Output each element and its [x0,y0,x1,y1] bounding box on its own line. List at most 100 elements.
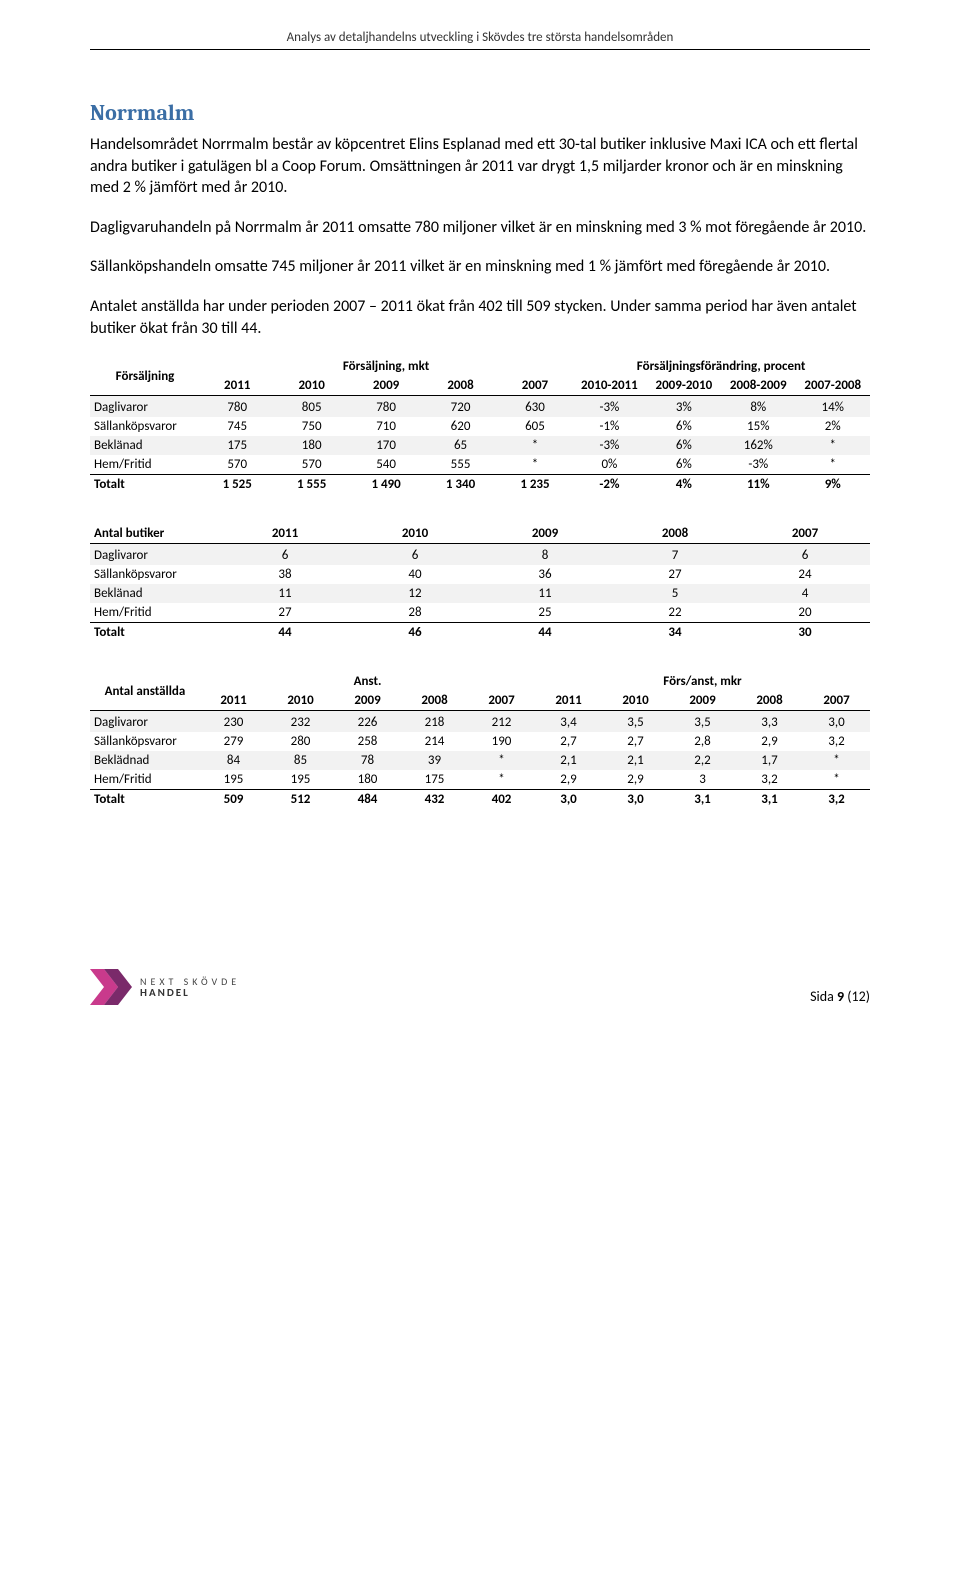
cell: 218 [401,711,468,733]
table-row: Beklänad17518017065*-3%6%162%* [90,436,870,455]
cell: 15% [721,417,795,436]
table-sales: Försäljning Försäljning, mkt Försäljning… [90,357,870,494]
cell: Daglivaror [90,544,220,566]
cell: 570 [200,455,274,475]
cell: * [803,751,870,770]
cell: 214 [401,732,468,751]
cell: 2,2 [669,751,736,770]
cell: * [468,770,535,790]
table-row: Daglivaror66876 [90,544,870,566]
cell: -3% [572,436,646,455]
cell: 38 [220,565,350,584]
table-row: Beklädnad84857839*2,12,12,21,7* [90,751,870,770]
t1-y4: 2007 [498,376,572,396]
cell: * [468,751,535,770]
cell: 720 [423,396,497,418]
cell: 11 [220,584,350,603]
cell: 78 [334,751,401,770]
cell: 3,0 [803,711,870,733]
cell: 232 [267,711,334,733]
paragraph-1: Handelsområdet Norrmalm består av köpcen… [90,134,870,199]
cell: 65 [423,436,497,455]
footer-logo: NEXT SKÖVDE HANDEL [90,969,240,1005]
cell: Daglivaror [90,396,200,418]
cell: 4 [740,584,870,603]
cell: 570 [274,455,348,475]
cell: Sällanköpsvaror [90,732,200,751]
cell: 2,8 [669,732,736,751]
cell: 3,5 [669,711,736,733]
cell: 27 [610,565,740,584]
table-stores: Antal butiker 2011 2010 2009 2008 2007 D… [90,524,870,642]
cell: 6% [647,436,721,455]
cell: 2,9 [602,770,669,790]
t3-total: Totalt 509512484432402 3,03,03,13,13,2 [90,790,870,810]
cell: 2% [796,417,871,436]
cell: 6% [647,417,721,436]
cell: Hem/Fritid [90,770,200,790]
paragraph-4: Antalet anställda har under perioden 200… [90,296,870,339]
cell: Beklänad [90,584,220,603]
t1-y3: 2008 [423,376,497,396]
page-number: Sida 9 (12) [810,988,870,1005]
cell: Hem/Fritid [90,455,200,475]
cell: 175 [401,770,468,790]
table-row: Beklänad11121154 [90,584,870,603]
cell: 710 [349,417,423,436]
t1-total: Totalt 1 5251 5551 4901 3401 235 -2%4%11… [90,475,870,495]
cell: 620 [423,417,497,436]
cell: 2,7 [535,732,602,751]
t2-y1: 2010 [350,524,480,544]
cell: 7 [610,544,740,566]
cell: 22 [610,603,740,623]
cell: 195 [200,770,267,790]
cell: 280 [267,732,334,751]
t3-super-right: Förs/anst, mkr [535,672,870,691]
cell: 195 [267,770,334,790]
t2-y0: 2011 [220,524,350,544]
cell: 175 [200,436,274,455]
t1-super-right: Försäljningsförändring, procent [572,357,870,376]
cell: 2,7 [602,732,669,751]
cell: 2,9 [535,770,602,790]
cell: 162% [721,436,795,455]
cell: Daglivaror [90,711,200,733]
cell: Sällanköpsvaror [90,565,220,584]
t2-y4: 2007 [740,524,870,544]
cell: 750 [274,417,348,436]
cell: * [498,436,572,455]
table-employees: Antal anställda Anst. Förs/anst, mkr 201… [90,672,870,809]
t1-super-left: Försäljning, mkt [200,357,572,376]
t1-title: Försäljning [90,357,200,396]
t1-p0: 2010-2011 [572,376,646,396]
cell: 258 [334,732,401,751]
cell: 12 [350,584,480,603]
cell: 212 [468,711,535,733]
t1-y2: 2009 [349,376,423,396]
table-row: Hem/Fritid2728252220 [90,603,870,623]
cell: 39 [401,751,468,770]
cell: 540 [349,455,423,475]
t3-ry2: 2009 [669,691,736,711]
t2-y2: 2009 [480,524,610,544]
cell: 6 [740,544,870,566]
cell: 180 [274,436,348,455]
cell: 6 [350,544,480,566]
table-row: Sällanköpsvaror745750710620605-1%6%15%2% [90,417,870,436]
cell: 805 [274,396,348,418]
cell: 27 [220,603,350,623]
cell: 28 [350,603,480,623]
cell: 85 [267,751,334,770]
cell: 3,5 [602,711,669,733]
t1-y1: 2010 [274,376,348,396]
section-title: Norrmalm [90,100,870,126]
cell: 0% [572,455,646,475]
cell: Beklädnad [90,751,200,770]
table-row: Daglivaror780805780720630-3%3%8%14% [90,396,870,418]
cell: 8% [721,396,795,418]
t3-ly1: 2010 [267,691,334,711]
table-row: Daglivaror2302322262182123,43,53,53,33,0 [90,711,870,733]
cell: 20 [740,603,870,623]
cell: 2,1 [535,751,602,770]
cell: 40 [350,565,480,584]
